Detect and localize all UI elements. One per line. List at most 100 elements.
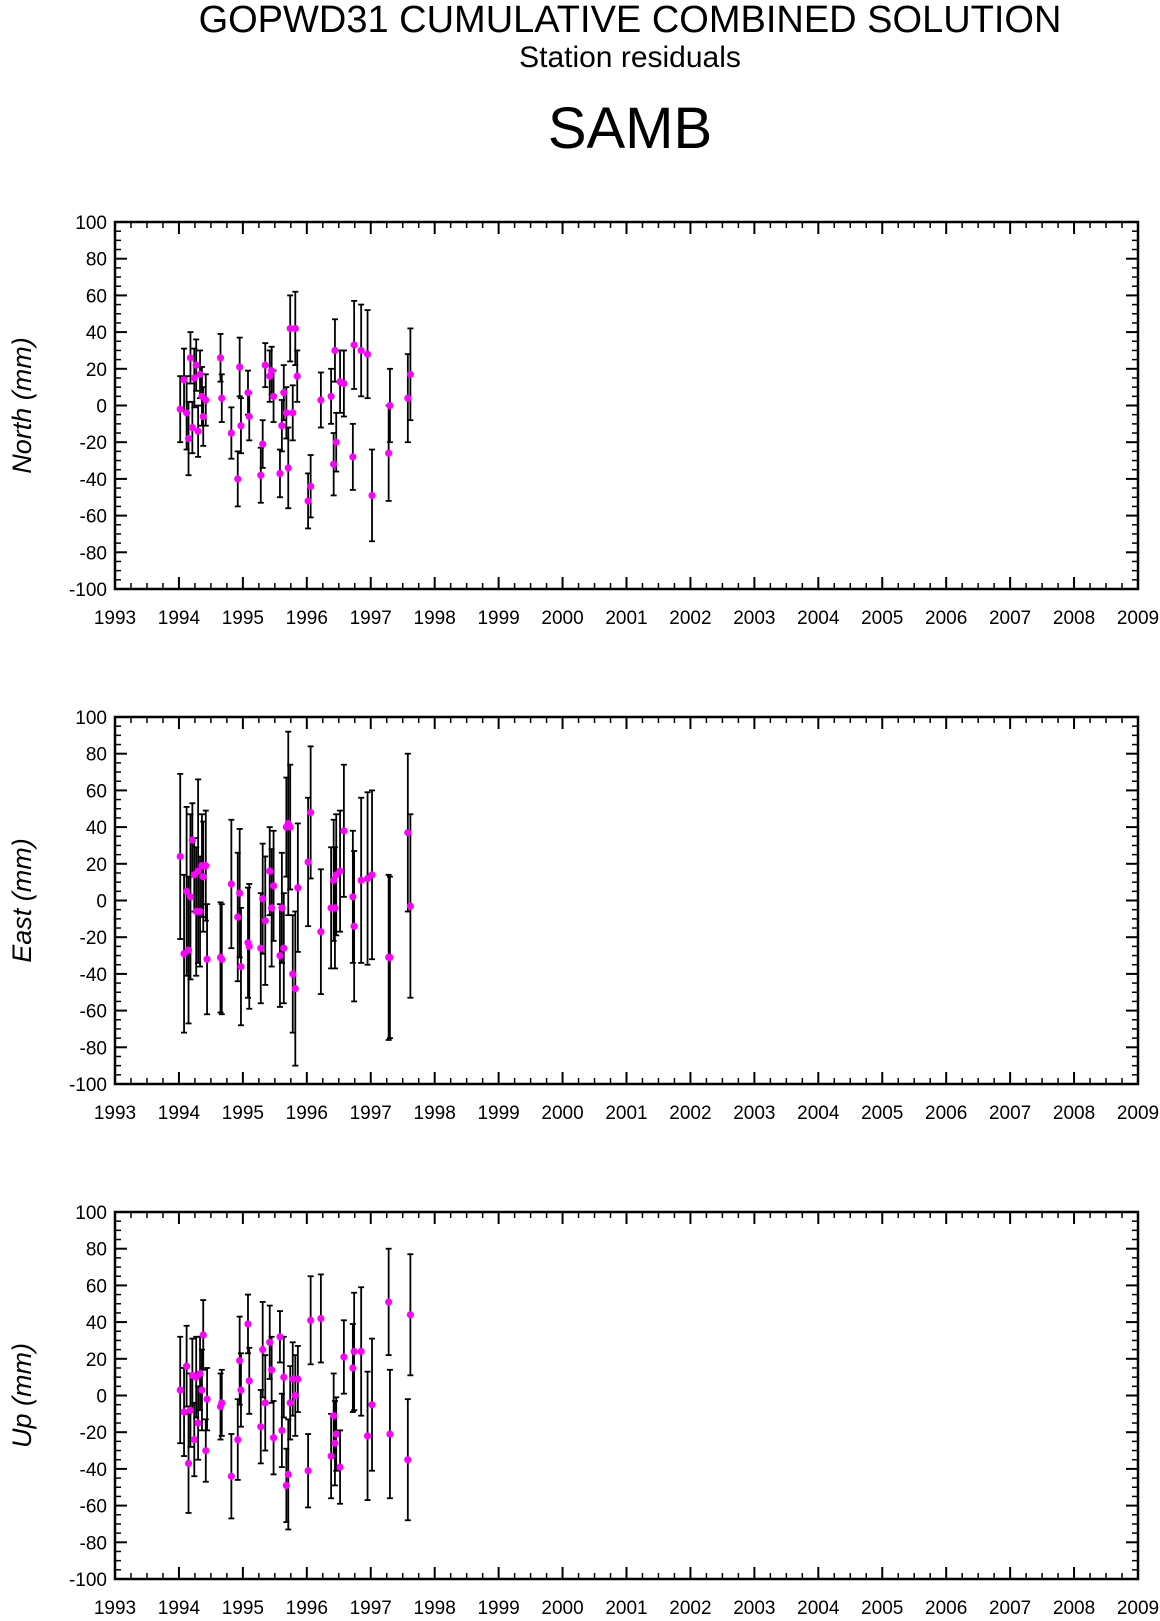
up-x-tick-label: 2004 bbox=[797, 1598, 840, 1619]
east-y-tick-label: -100 bbox=[69, 1075, 107, 1096]
north-data-point bbox=[190, 374, 198, 382]
up-y-axis-label: Up (mm) bbox=[7, 1343, 37, 1448]
up-data-point bbox=[406, 1311, 414, 1319]
up-data-point bbox=[349, 1364, 357, 1372]
up-data-point bbox=[237, 1386, 245, 1394]
up-y-tick-label: 100 bbox=[75, 1203, 107, 1224]
east-data-point bbox=[245, 942, 253, 950]
north-data-point bbox=[286, 324, 294, 333]
up-data-point bbox=[199, 1331, 207, 1339]
east-x-tick-label: 1996 bbox=[286, 1103, 328, 1124]
north-y-tick-label: -40 bbox=[80, 470, 107, 491]
up-y-tick-label: -20 bbox=[80, 1423, 107, 1444]
up-x-tick-label: 2005 bbox=[861, 1598, 903, 1619]
east-x-tick-label: 2004 bbox=[797, 1103, 840, 1124]
up-data-point bbox=[227, 1472, 235, 1480]
up-data-point bbox=[276, 1333, 284, 1341]
east-data-point bbox=[368, 871, 376, 879]
east-data-point bbox=[176, 852, 184, 861]
north-y-tick-label: 0 bbox=[96, 397, 107, 418]
up-x-tick-label: 1998 bbox=[414, 1598, 456, 1619]
up-data-point bbox=[203, 1395, 211, 1403]
east-x-tick-label: 2003 bbox=[733, 1103, 775, 1124]
east-y-tick-label: -60 bbox=[80, 1002, 107, 1023]
east-data-point bbox=[386, 953, 394, 961]
north-data-point bbox=[266, 372, 274, 380]
north-data-point bbox=[386, 401, 394, 410]
north-x-tick-label: 2002 bbox=[669, 608, 711, 629]
east-data-point bbox=[196, 907, 204, 916]
up-data-point bbox=[202, 1446, 210, 1455]
north-data-point bbox=[237, 422, 245, 430]
east-data-point bbox=[291, 984, 299, 993]
east-data-point bbox=[199, 873, 207, 881]
north-x-tick-label: 2000 bbox=[541, 608, 583, 629]
east-data-point bbox=[237, 962, 245, 971]
up-data-point bbox=[234, 1435, 242, 1444]
north-data-point bbox=[340, 379, 348, 388]
up-data-point bbox=[386, 1430, 394, 1438]
east-data-point bbox=[406, 902, 414, 910]
up-y-tick-label: -80 bbox=[80, 1533, 107, 1554]
east-data-point bbox=[227, 880, 235, 888]
north-data-point bbox=[282, 409, 290, 417]
up-data-point bbox=[278, 1426, 286, 1434]
north-data-point bbox=[293, 372, 301, 380]
east-data-point bbox=[304, 858, 312, 866]
up-data-point bbox=[257, 1423, 265, 1431]
up-x-tick-label: 1996 bbox=[286, 1598, 328, 1619]
east-x-tick-label: 2008 bbox=[1053, 1103, 1095, 1124]
east-y-tick-label: -40 bbox=[80, 965, 107, 986]
up-data-point bbox=[330, 1412, 338, 1420]
north-x-tick-label: 1998 bbox=[414, 608, 456, 629]
east-y-tick-label: -20 bbox=[80, 928, 107, 949]
up-data-point bbox=[196, 1369, 204, 1378]
north-data-point bbox=[259, 440, 267, 448]
east-data-point bbox=[259, 895, 267, 903]
east-y-tick-label: 60 bbox=[86, 781, 107, 802]
north-x-tick-label: 2006 bbox=[925, 608, 967, 629]
east-x-tick-label: 1999 bbox=[477, 1103, 519, 1124]
north-y-tick-label: 60 bbox=[86, 286, 107, 307]
up-x-tick-label: 2008 bbox=[1053, 1598, 1095, 1619]
up-plot-frame bbox=[113, 1210, 1140, 1581]
up-data-point bbox=[291, 1391, 299, 1400]
north-y-tick-label: -60 bbox=[80, 507, 107, 528]
east-x-tick-label: 1995 bbox=[222, 1103, 264, 1124]
east-data-point bbox=[186, 893, 195, 901]
north-data-point bbox=[194, 427, 202, 435]
north-data-point bbox=[385, 449, 393, 457]
north-data-point bbox=[349, 453, 357, 461]
east-data-point bbox=[280, 944, 288, 952]
up-data-point bbox=[289, 1375, 297, 1383]
east-x-tick-label: 2000 bbox=[541, 1103, 583, 1124]
north-data-point bbox=[261, 361, 269, 369]
east-data-point bbox=[261, 917, 269, 925]
north-data-point bbox=[269, 392, 278, 400]
up-data-point bbox=[218, 1399, 226, 1407]
east-data-point bbox=[404, 829, 412, 837]
up-data-point bbox=[261, 1399, 269, 1407]
north-data-point bbox=[368, 491, 376, 500]
up-data-point bbox=[244, 1320, 252, 1328]
up-data-point bbox=[304, 1467, 312, 1475]
north-data-point bbox=[327, 392, 335, 400]
up-x-tick-label: 1993 bbox=[94, 1598, 136, 1619]
up-data-point bbox=[363, 1432, 372, 1440]
east-x-tick-label: 1997 bbox=[350, 1103, 392, 1124]
north-x-tick-label: 1993 bbox=[94, 608, 136, 629]
north-data-point bbox=[330, 460, 338, 468]
east-x-tick-label: 2009 bbox=[1117, 1103, 1159, 1124]
north-data-point bbox=[357, 346, 365, 355]
up-data-point bbox=[259, 1346, 267, 1354]
up-data-point bbox=[368, 1401, 376, 1409]
north-data-point bbox=[186, 354, 195, 362]
up-data-point bbox=[336, 1463, 344, 1471]
north-y-tick-label: 40 bbox=[86, 323, 107, 344]
up-data-point bbox=[317, 1314, 325, 1323]
up-data-point bbox=[186, 1406, 195, 1414]
north-data-point bbox=[234, 475, 242, 483]
main-title: GOPWD31 CUMULATIVE COMBINED SOLUTION bbox=[198, 0, 1062, 41]
up-y-tick-label: 60 bbox=[86, 1276, 107, 1297]
